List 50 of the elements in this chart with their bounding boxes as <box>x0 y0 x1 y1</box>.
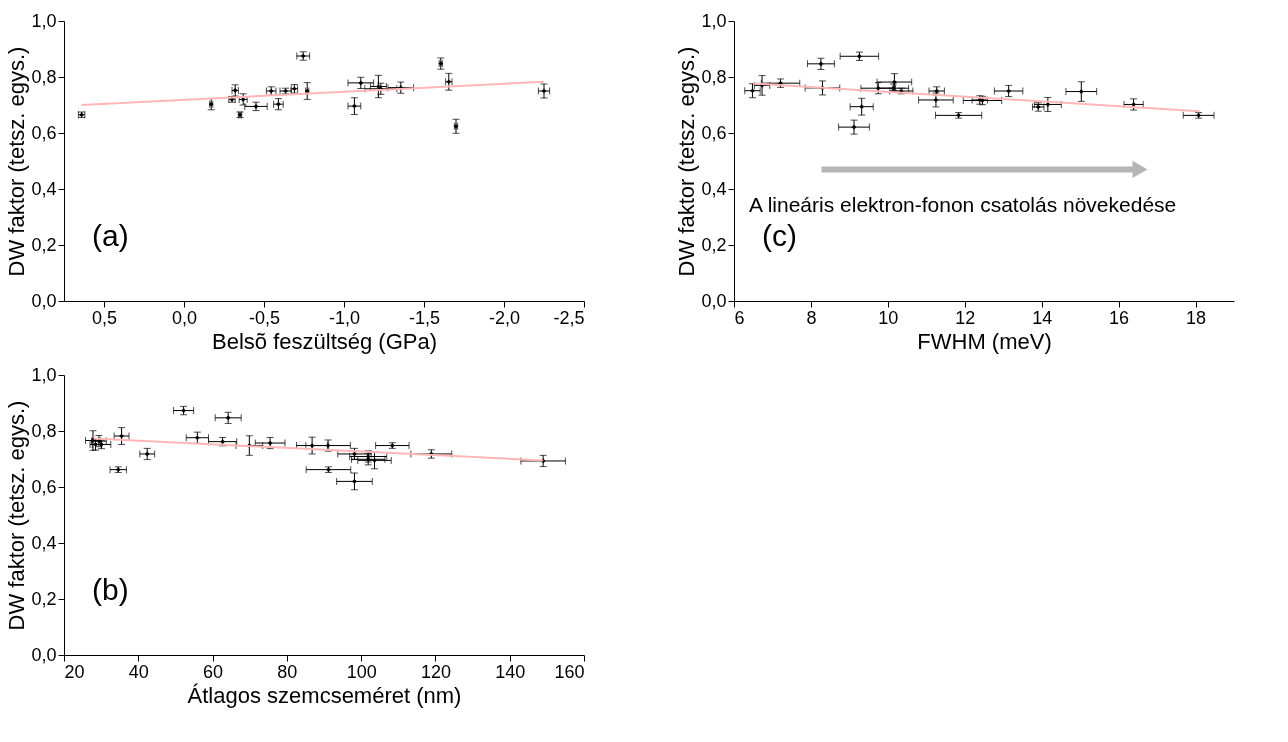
y-axis-title: DW faktor (tetsz. egys.) <box>674 46 700 277</box>
y-tick-label: 0,6 <box>31 122 57 143</box>
annotation: (a) <box>92 218 129 252</box>
x-tick-label: 140 <box>495 661 526 682</box>
x-tick-label: 0,5 <box>91 307 118 328</box>
annotation: (b) <box>92 572 129 606</box>
annotation: (c) <box>762 218 797 252</box>
x-tick-label: 8 <box>806 307 817 328</box>
x-tick-label: 20 <box>64 661 85 682</box>
x-tick-label: -2,5 <box>553 307 585 328</box>
y-tick-label: 1,0 <box>701 10 727 31</box>
x-tick-label: 40 <box>128 661 149 682</box>
y-axis-title: DW faktor (tetsz. egys.) <box>4 46 30 277</box>
y-tick-label: 0,2 <box>31 234 57 255</box>
x-tick-label: -1,0 <box>328 307 361 328</box>
x-tick-label: -1,5 <box>408 307 441 328</box>
y-tick-label: 1,0 <box>31 364 57 385</box>
x-axis-title: FWHM (meV) <box>917 328 1052 354</box>
x-tick-label: 80 <box>277 661 298 682</box>
x-tick-label: 0,0 <box>171 307 198 328</box>
x-tick-label: 160 <box>554 661 585 682</box>
y-tick-label: 0,0 <box>701 290 727 311</box>
x-axis-title: Átlagos szemcseméret (nm) <box>187 682 462 708</box>
y-tick-label: 0,4 <box>31 532 57 553</box>
y-tick-label: 0,8 <box>31 420 57 441</box>
y-tick-label: 0,0 <box>31 290 57 311</box>
y-tick-label: 0,2 <box>701 234 727 255</box>
x-tick-label: 6 <box>734 307 745 328</box>
y-tick-label: 0,0 <box>31 644 57 665</box>
y-tick-label: 0,2 <box>31 588 57 609</box>
y-tick-label: 0,8 <box>701 66 727 87</box>
y-tick-label: 0,6 <box>701 122 727 143</box>
y-tick-label: 0,4 <box>701 178 727 199</box>
y-tick-label: 1,0 <box>31 10 57 31</box>
x-axis-title: Belsõ feszültség (GPa) <box>212 328 437 354</box>
y-tick-label: 0,6 <box>31 476 57 497</box>
x-tick-label: 60 <box>203 661 224 682</box>
x-tick-label: 10 <box>878 307 899 328</box>
x-tick-label: 16 <box>1109 307 1130 328</box>
x-tick-label: -0,5 <box>248 307 281 328</box>
annotation: A lineáris elektron-fonon csatolás növekedése <box>749 192 1177 216</box>
x-tick-label: 14 <box>1032 307 1053 328</box>
x-tick-label: 12 <box>955 307 976 328</box>
x-tick-label: 120 <box>420 661 451 682</box>
y-tick-label: 0,8 <box>31 66 57 87</box>
x-tick-label: 18 <box>1186 307 1207 328</box>
x-tick-label: 100 <box>346 661 377 682</box>
y-axis-title: DW faktor (tetsz. egys.) <box>4 400 30 631</box>
x-tick-label: -2,0 <box>488 307 521 328</box>
y-tick-label: 0,4 <box>31 178 57 199</box>
